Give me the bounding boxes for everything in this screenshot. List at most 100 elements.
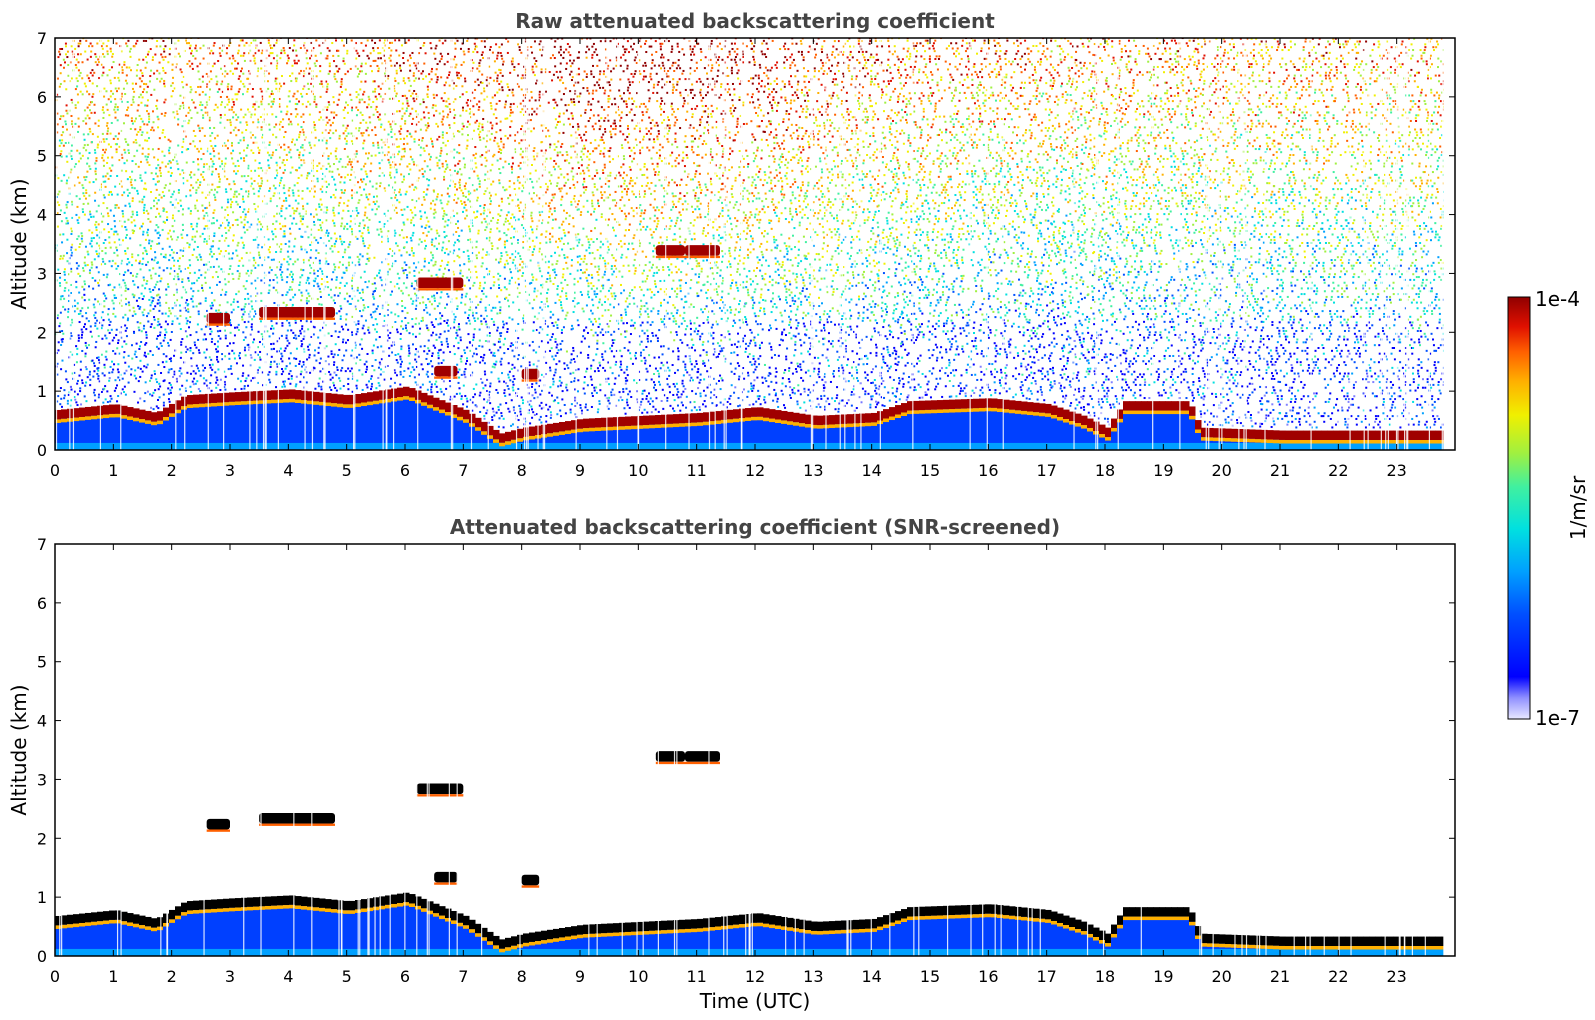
noise-pixel [95, 319, 98, 322]
noise-pixel [85, 39, 88, 42]
noise-pixel [82, 267, 85, 270]
noise-pixel [351, 284, 354, 287]
noise-pixel [224, 226, 227, 229]
noise-pixel [302, 361, 305, 364]
noise-pixel [307, 328, 310, 331]
noise-pixel [398, 188, 401, 191]
noise-pixel [79, 71, 82, 74]
noise-pixel [247, 77, 250, 80]
noise-pixel [223, 216, 226, 219]
noise-pixel [309, 272, 312, 275]
noise-pixel [413, 376, 416, 379]
noise-pixel [73, 184, 76, 187]
noise-pixel [406, 205, 409, 208]
noise-pixel [280, 357, 283, 360]
noise-pixel [228, 352, 231, 355]
noise-pixel [399, 64, 402, 67]
noise-pixel [387, 184, 390, 187]
noise-pixel [313, 272, 316, 275]
noise-pixel [296, 103, 299, 106]
noise-pixel [145, 342, 148, 345]
noise-pixel [426, 352, 429, 355]
noise-pixel [150, 128, 153, 131]
noise-pixel [313, 195, 316, 198]
noise-pixel [168, 400, 171, 403]
noise-pixel [279, 166, 282, 169]
noise-pixel [220, 250, 223, 253]
noise-pixel [70, 45, 73, 48]
noise-pixel [394, 123, 397, 126]
noise-pixel [313, 190, 316, 193]
noise-pixel [436, 164, 439, 167]
noise-pixel [213, 232, 216, 235]
noise-pixel [292, 331, 295, 334]
noise-pixel [83, 138, 86, 141]
noise-pixel [209, 327, 212, 330]
noise-pixel [279, 182, 282, 185]
noise-pixel [424, 247, 427, 250]
noise-pixel [229, 118, 232, 121]
noise-pixel [430, 202, 433, 205]
noise-pixel [252, 39, 255, 42]
noise-pixel [361, 373, 364, 376]
noise-pixel [327, 293, 330, 296]
noise-pixel [377, 305, 380, 308]
noise-pixel [281, 278, 284, 281]
noise-pixel [330, 245, 333, 248]
noise-pixel [318, 287, 321, 290]
noise-pixel [430, 386, 433, 389]
noise-pixel [59, 298, 62, 301]
noise-pixel [169, 174, 172, 177]
noise-pixel [319, 95, 322, 98]
noise-pixel [131, 357, 134, 360]
noise-pixel [316, 177, 319, 180]
noise-pixel [417, 373, 420, 376]
noise-pixel [314, 136, 317, 139]
noise-pixel [79, 390, 82, 393]
noise-pixel [167, 315, 170, 318]
noise-pixel [355, 49, 358, 52]
noise-pixel [103, 300, 106, 303]
noise-pixel [151, 353, 154, 356]
noise-pixel [296, 62, 299, 65]
noise-pixel [365, 368, 368, 371]
noise-pixel [356, 328, 359, 331]
noise-pixel [135, 356, 138, 359]
noise-pixel [286, 260, 289, 263]
noise-pixel [344, 88, 347, 91]
noise-pixel [396, 244, 399, 247]
noise-pixel [293, 44, 296, 47]
noise-pixel [216, 355, 219, 358]
noise-pixel [443, 175, 446, 178]
noise-pixel [169, 389, 172, 392]
noise-pixel [166, 237, 169, 240]
noise-pixel [116, 400, 119, 403]
noise-pixel [210, 250, 213, 253]
noise-pixel [131, 98, 134, 101]
noise-pixel [436, 125, 439, 128]
noise-pixel [226, 178, 229, 181]
noise-pixel [274, 273, 277, 276]
noise-pixel [318, 34, 320, 36]
noise-pixel [365, 193, 368, 196]
noise-pixel [278, 32, 280, 34]
noise-pixel [148, 239, 151, 242]
noise-pixel [236, 203, 239, 206]
noise-pixel [308, 113, 311, 116]
noise-pixel [84, 384, 87, 387]
noise-pixel [102, 260, 105, 263]
noise-pixel [187, 122, 190, 125]
noise-pixel [177, 118, 180, 121]
noise-pixel [89, 101, 92, 104]
noise-pixel [177, 259, 180, 262]
noise-pixel [442, 34, 444, 36]
noise-pixel [127, 194, 130, 197]
noise-pixel [382, 225, 385, 228]
noise-pixel [303, 348, 306, 351]
noise-pixel [260, 167, 263, 170]
noise-pixel [302, 205, 305, 208]
noise-pixel [359, 88, 362, 91]
noise-pixel [180, 71, 183, 74]
noise-pixel [194, 47, 197, 50]
noise-pixel [267, 39, 270, 42]
